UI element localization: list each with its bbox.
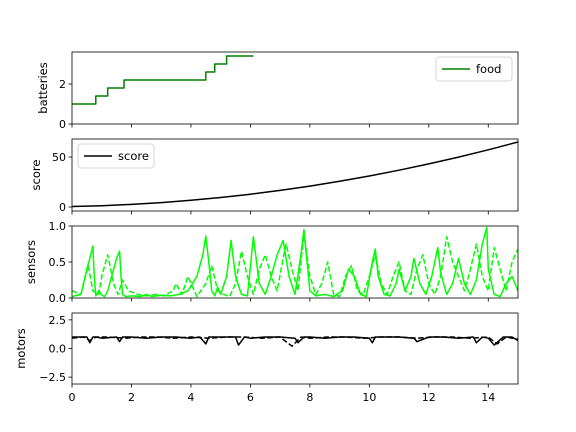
y-tick-label: 2 (59, 78, 66, 91)
series-line-solid-0 (72, 226, 518, 298)
legend: score (77, 143, 155, 169)
y-tick-label: 0.5 (49, 256, 67, 269)
y-tick-label: 0.0 (49, 292, 67, 305)
y-tick-label: 0 (59, 118, 66, 131)
y-tick-label: −2.5 (39, 371, 66, 384)
series-line-dashed-1 (72, 232, 518, 298)
subplot-batteries: 0 2 batteries food (36, 51, 519, 131)
axes-frame (71, 138, 519, 212)
series-line-food (72, 55, 254, 105)
series-line-score (72, 141, 518, 208)
y-tick-label: 0 (59, 201, 66, 214)
y-axis-label: batteries (36, 62, 50, 113)
subplot-sensors: 0.0 0.5 1.0 sensors (24, 220, 519, 305)
axes-frame (71, 51, 519, 125)
x-tick-label: 4 (187, 391, 194, 404)
x-tick-label: 14 (481, 391, 495, 404)
axes-frame (71, 312, 519, 385)
legend-box (435, 56, 513, 82)
subplot-motors: −2.5 0.0 2.5 0 2 4 6 8 10 12 14 motors (14, 312, 519, 404)
y-axis-label: motors (14, 328, 28, 369)
y-tick-label: 0.0 (49, 343, 67, 356)
y-tick-label: 50 (52, 151, 66, 164)
subplot-score: 0 50 score score (29, 138, 519, 215)
legend-box (77, 143, 155, 169)
legend-label: score (118, 149, 149, 163)
y-tick-label: 2.5 (49, 314, 67, 327)
y-axis-label: sensors (24, 240, 38, 284)
y-tick-label: 1.0 (49, 220, 67, 233)
series-line-solid-0 (72, 336, 518, 346)
series-line-dashed-1 (72, 336, 518, 347)
legend: food (435, 56, 513, 82)
x-tick-label: 10 (362, 391, 376, 404)
x-tick-label: 12 (422, 391, 436, 404)
legend-label: food (476, 62, 501, 76)
x-tick-label: 2 (128, 391, 135, 404)
x-tick-label: 6 (247, 391, 254, 404)
y-axis-label: score (29, 160, 43, 191)
x-tick-label: 8 (306, 391, 313, 404)
x-tick-label: 0 (69, 391, 76, 404)
